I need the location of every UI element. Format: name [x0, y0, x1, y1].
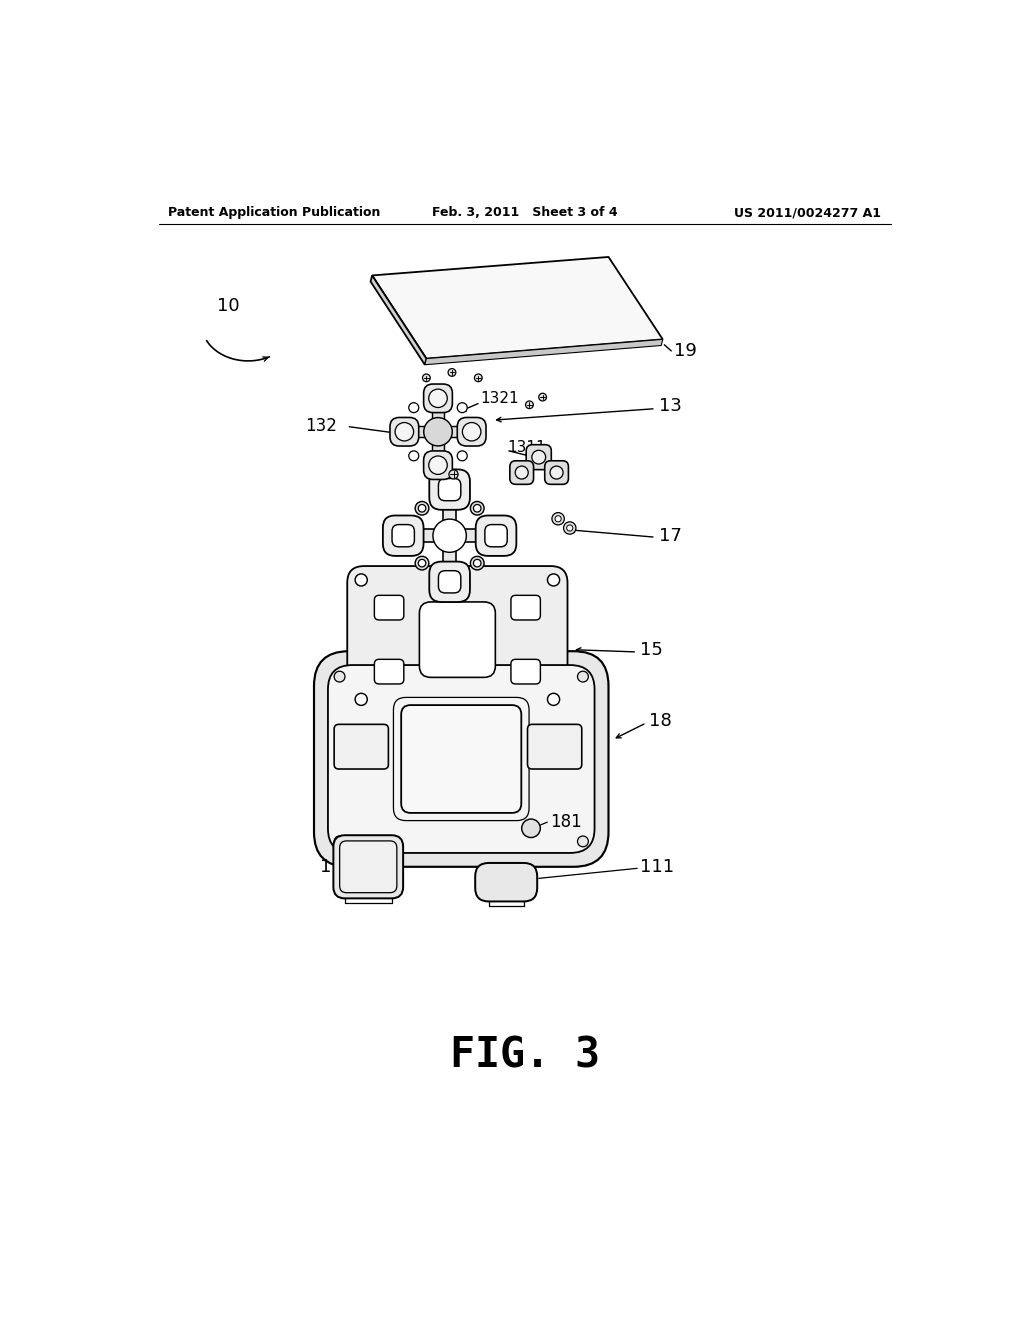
Circle shape [355, 693, 368, 705]
Circle shape [449, 470, 458, 479]
Circle shape [433, 519, 466, 552]
Circle shape [418, 504, 426, 512]
FancyBboxPatch shape [334, 836, 403, 899]
Circle shape [473, 560, 481, 566]
Polygon shape [408, 403, 468, 462]
FancyBboxPatch shape [401, 705, 521, 813]
Circle shape [418, 560, 426, 566]
Circle shape [355, 574, 368, 586]
FancyBboxPatch shape [438, 570, 461, 593]
FancyBboxPatch shape [392, 524, 415, 546]
FancyBboxPatch shape [347, 566, 567, 713]
Circle shape [429, 455, 447, 474]
Circle shape [474, 374, 482, 381]
FancyBboxPatch shape [484, 524, 507, 546]
Text: 17: 17 [658, 527, 682, 545]
Circle shape [473, 504, 481, 512]
Circle shape [555, 516, 561, 521]
FancyBboxPatch shape [527, 725, 582, 770]
Circle shape [415, 502, 429, 515]
Circle shape [531, 450, 546, 465]
Circle shape [515, 466, 528, 479]
Text: Feb. 3, 2011   Sheet 3 of 4: Feb. 3, 2011 Sheet 3 of 4 [432, 206, 617, 219]
Text: 1321: 1321 [480, 391, 519, 407]
Text: US 2011/0024277 A1: US 2011/0024277 A1 [734, 206, 882, 219]
FancyBboxPatch shape [476, 516, 516, 556]
Circle shape [552, 512, 564, 525]
Circle shape [550, 466, 563, 479]
Text: 111: 111 [640, 858, 674, 875]
Circle shape [563, 521, 575, 535]
Circle shape [415, 556, 429, 570]
Circle shape [525, 401, 534, 409]
Circle shape [470, 502, 484, 515]
Circle shape [521, 818, 541, 837]
Text: FIG. 3: FIG. 3 [450, 1035, 600, 1076]
Text: 112: 112 [321, 858, 354, 875]
FancyBboxPatch shape [458, 417, 486, 446]
Text: 19: 19 [675, 342, 697, 360]
Circle shape [409, 451, 419, 461]
Circle shape [470, 556, 484, 570]
Circle shape [423, 374, 430, 381]
FancyBboxPatch shape [438, 478, 461, 500]
Circle shape [578, 671, 589, 682]
FancyBboxPatch shape [424, 451, 453, 479]
Circle shape [548, 693, 560, 705]
FancyBboxPatch shape [328, 665, 595, 853]
FancyBboxPatch shape [390, 417, 419, 446]
Text: Patent Application Publication: Patent Application Publication [168, 206, 381, 219]
Circle shape [578, 836, 589, 847]
Circle shape [548, 574, 560, 586]
Text: 131: 131 [523, 451, 555, 469]
Text: 10: 10 [217, 297, 240, 315]
Polygon shape [403, 490, 496, 582]
Text: 18: 18 [649, 711, 672, 730]
Circle shape [334, 836, 345, 847]
FancyBboxPatch shape [420, 602, 496, 677]
FancyBboxPatch shape [334, 725, 388, 770]
FancyBboxPatch shape [424, 384, 453, 413]
FancyBboxPatch shape [383, 516, 424, 556]
FancyBboxPatch shape [429, 470, 470, 510]
Circle shape [334, 671, 345, 682]
FancyBboxPatch shape [375, 595, 403, 620]
FancyBboxPatch shape [475, 863, 538, 902]
FancyBboxPatch shape [375, 659, 403, 684]
Circle shape [449, 368, 456, 376]
Polygon shape [372, 257, 663, 359]
Circle shape [395, 422, 414, 441]
FancyBboxPatch shape [510, 461, 534, 484]
Text: 1311: 1311 [508, 440, 547, 454]
Circle shape [458, 403, 467, 413]
FancyBboxPatch shape [545, 461, 568, 484]
FancyBboxPatch shape [340, 841, 397, 892]
Polygon shape [425, 339, 663, 364]
Text: 13: 13 [658, 397, 682, 416]
Text: 15: 15 [640, 640, 663, 659]
Circle shape [566, 525, 572, 531]
FancyBboxPatch shape [526, 445, 551, 470]
FancyBboxPatch shape [511, 659, 541, 684]
Text: 132: 132 [305, 417, 337, 436]
FancyBboxPatch shape [511, 595, 541, 620]
FancyBboxPatch shape [429, 561, 470, 602]
FancyBboxPatch shape [314, 651, 608, 867]
Circle shape [463, 422, 481, 441]
Circle shape [409, 403, 419, 413]
Polygon shape [371, 276, 426, 364]
Circle shape [424, 417, 453, 446]
Circle shape [539, 393, 547, 401]
Circle shape [429, 389, 447, 408]
Text: 181: 181 [550, 813, 582, 832]
Circle shape [458, 451, 467, 461]
